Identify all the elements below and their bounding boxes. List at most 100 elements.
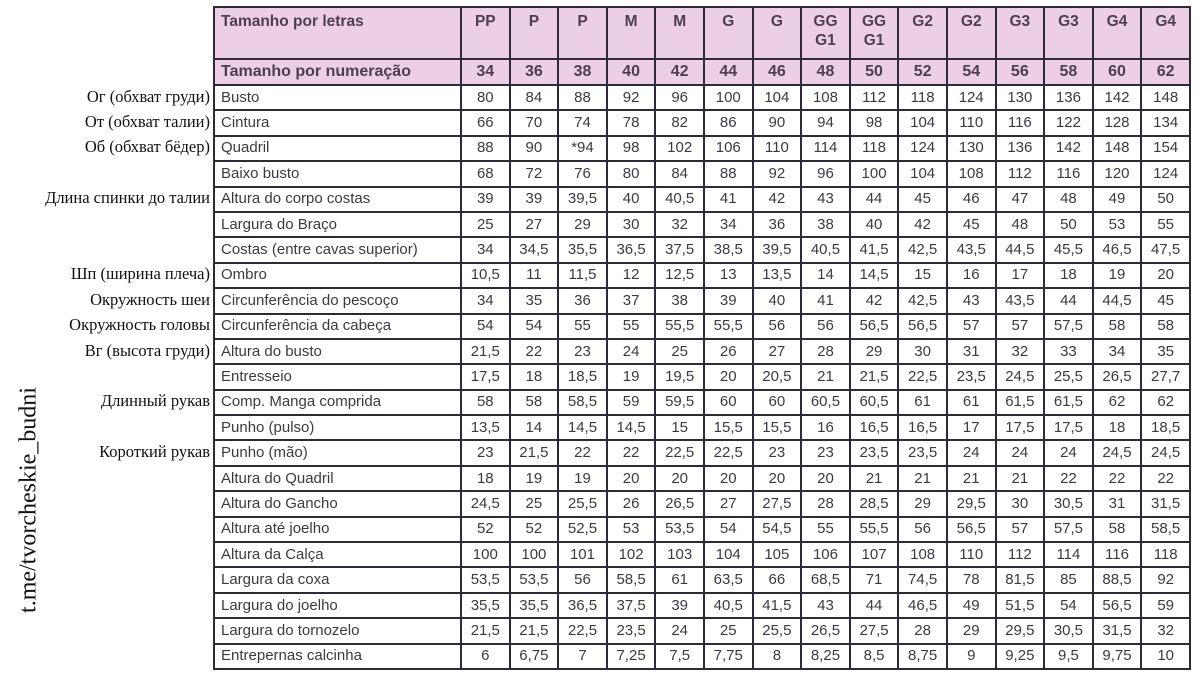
row-value: 62 <box>1140 388 1191 417</box>
row-value: 84 <box>654 160 705 188</box>
header-letter-size: G4 <box>1140 6 1191 60</box>
row-value: 39 <box>460 185 511 213</box>
row-value: 19 <box>557 464 608 493</box>
row-value: 57 <box>994 515 1046 544</box>
table-row: Altura do corpo costas 39 39 39,5 40 40,5 41 42… <box>213 185 1191 213</box>
row-value: 17,5 <box>1043 414 1094 442</box>
russian-annotation: Шп (ширина плеча) <box>70 264 210 284</box>
row-value: 66 <box>460 109 511 137</box>
row-value: 14,5 <box>557 414 608 442</box>
row-value: 26 <box>605 490 657 518</box>
row-value: 120 <box>1091 160 1143 188</box>
row-value: 35 <box>508 287 560 315</box>
row-value: 7,75 <box>702 642 754 670</box>
row-value: 40 <box>751 287 803 315</box>
row-value: 61 <box>897 388 948 417</box>
row-value: 82 <box>654 109 705 137</box>
row-value: 23 <box>800 439 851 467</box>
row-value: 16 <box>800 414 851 442</box>
row-value: 86 <box>702 109 754 137</box>
row-value: 7,25 <box>605 642 657 670</box>
header-number-size: 48 <box>800 58 851 86</box>
russian-annotation: Длина спинки до талии <box>45 188 210 208</box>
row-label: Circunferência da cabeça <box>213 312 462 340</box>
row-value: 27,5 <box>751 490 803 518</box>
row-value: 116 <box>1091 541 1143 569</box>
header-number-size: 46 <box>751 58 803 86</box>
row-label: Altura da Calça <box>213 541 462 569</box>
row-value: 39 <box>508 185 560 213</box>
row-value: 41 <box>800 287 851 315</box>
row-value: 25 <box>508 490 560 518</box>
row-value: 41 <box>702 185 754 213</box>
row-value: 148 <box>1091 134 1143 163</box>
row-value: 128 <box>1091 109 1143 137</box>
row-value: 112 <box>848 83 900 112</box>
row-value: 11,5 <box>557 261 608 290</box>
row-value: 106 <box>702 134 754 163</box>
row-value: 35,5 <box>557 236 608 264</box>
row-value: 43 <box>800 185 851 213</box>
row-value: 88 <box>702 160 754 188</box>
row-value: 62 <box>1091 388 1143 417</box>
row-value: 61 <box>654 566 705 594</box>
row-value: 47,5 <box>1140 236 1191 264</box>
row-value: 36,5 <box>605 236 657 264</box>
row-value: 94 <box>800 109 851 137</box>
table-row: Largura da coxa 53,5 53,5 56 58,5 61 63,5 66 68,… <box>213 566 1191 594</box>
row-value: 68,5 <box>800 566 851 594</box>
row-value: 26 <box>702 337 754 366</box>
row-value: 24 <box>1043 439 1094 467</box>
row-value: 9,75 <box>1091 642 1143 670</box>
header-letter-size: PP <box>460 6 511 60</box>
row-label: Quadril <box>213 134 462 163</box>
row-value: 24 <box>605 337 657 366</box>
row-label: Comp. Manga comprida <box>213 388 462 417</box>
table-row: Altura do Quadril 18 19 19 20 20 20 20 20 21 21 21 2… <box>213 464 1191 493</box>
row-value: 8,25 <box>800 642 851 670</box>
row-value: *94 <box>557 134 608 163</box>
row-value: 55,5 <box>848 515 900 544</box>
row-value: 42 <box>848 287 900 315</box>
russian-annotation: Окружность головы <box>69 315 210 335</box>
row-value: 34 <box>460 236 511 264</box>
row-value: 80 <box>460 83 511 112</box>
row-value: 46 <box>945 185 997 213</box>
row-value: 37,5 <box>654 236 705 264</box>
row-value: 52,5 <box>557 515 608 544</box>
row-value: 55 <box>1140 210 1191 239</box>
row-value: 58,5 <box>1140 515 1191 544</box>
row-value: 8,75 <box>897 642 948 670</box>
row-value: 116 <box>1043 160 1094 188</box>
table-row: Altura da Calça 100 100 101 102 103 104 105 106 1… <box>213 541 1191 569</box>
row-value: 50 <box>1140 185 1191 213</box>
row-value: 101 <box>557 541 608 569</box>
row-value: 122 <box>1043 109 1094 137</box>
row-value: 15,5 <box>702 414 754 442</box>
row-value: 60,5 <box>848 388 900 417</box>
row-value: 25 <box>460 210 511 239</box>
row-value: 17 <box>994 261 1046 290</box>
row-value: 49 <box>945 591 997 620</box>
row-value: 74,5 <box>897 566 948 594</box>
row-value: 16,5 <box>897 414 948 442</box>
row-value: 27 <box>508 210 560 239</box>
row-value: 59,5 <box>654 388 705 417</box>
row-value: 96 <box>800 160 851 188</box>
row-value: 28 <box>800 337 851 366</box>
table-row: Baixo busto 68 72 76 80 84 88 92 96 100 104 108 112 1… <box>213 160 1191 188</box>
row-value: 13 <box>702 261 754 290</box>
row-value: 59 <box>605 388 657 417</box>
row-value: 30 <box>994 490 1046 518</box>
row-value: 23,5 <box>848 439 900 467</box>
row-value: 13,5 <box>751 261 803 290</box>
row-value: 74 <box>557 109 608 137</box>
row-label: Altura até joelho <box>213 515 462 544</box>
row-value: 104 <box>751 83 803 112</box>
row-label: Largura da coxa <box>213 566 462 594</box>
row-label: Baixo busto <box>213 160 462 188</box>
row-value: 108 <box>897 541 948 569</box>
header-number-size: 44 <box>702 58 754 86</box>
header-label-letters: Tamanho por letras <box>213 6 462 60</box>
row-value: 110 <box>945 541 997 569</box>
